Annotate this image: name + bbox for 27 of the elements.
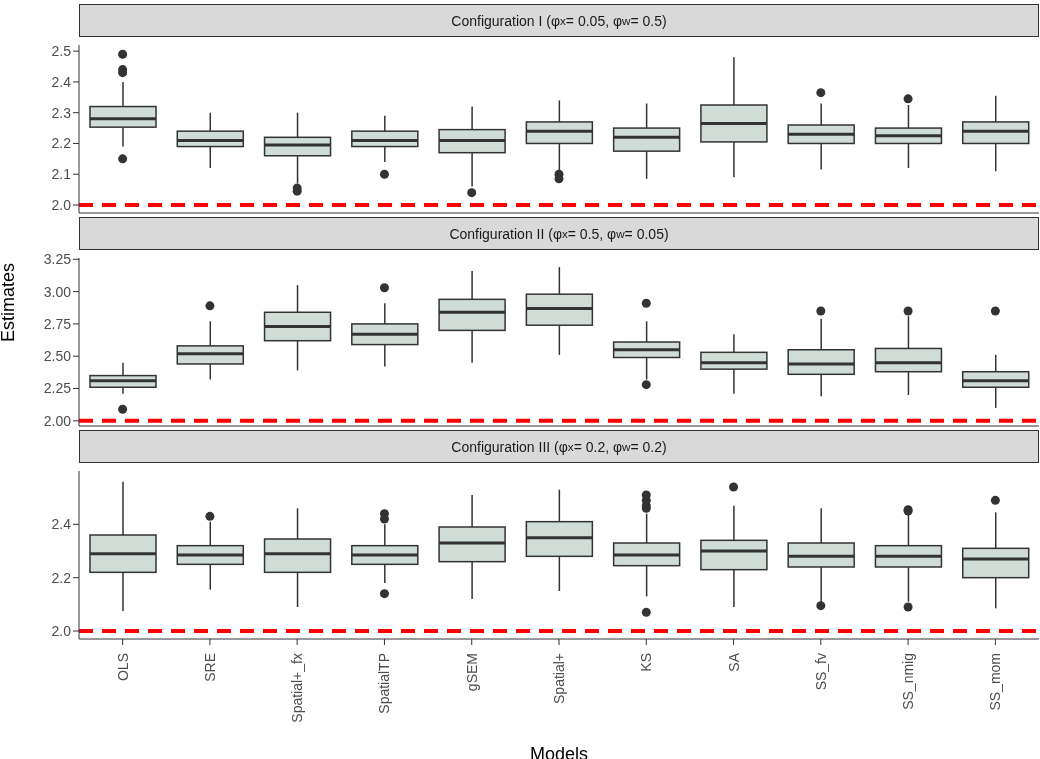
y-tick-label: 3.25	[43, 251, 72, 268]
y-tick-label: 2.25	[43, 380, 72, 397]
y-tick-label: 2.2	[51, 569, 72, 586]
x-tick-label: SpatialTP	[376, 653, 393, 714]
x-tick-label: SS_mom	[987, 653, 1004, 711]
y-tick-label: 2.1	[51, 166, 72, 183]
y-tick-label: 2.75	[43, 315, 72, 332]
x-tick-label: SS_nmig	[900, 653, 917, 710]
x-tick-label: Spatial+_fx	[289, 653, 306, 723]
y-tick-label: 2.5	[51, 43, 72, 60]
x-tick-label: OLS	[114, 653, 131, 682]
y-tick-label: 2.00	[43, 412, 72, 429]
y-tick-label: 3.00	[43, 283, 72, 300]
x-tick-label: gSEM	[463, 653, 480, 692]
x-tick-label: Spatial+	[551, 653, 567, 704]
y-tick-label: 2.50	[43, 348, 72, 365]
y-tick-label: 2.3	[51, 104, 72, 121]
y-axis-title: Estimates	[0, 262, 19, 342]
x-tick-label: SA	[725, 652, 742, 672]
y-tick-label: 2.4	[51, 73, 72, 90]
y-tick-label: 2.2	[51, 135, 72, 152]
y-tick-label: 2.0	[51, 622, 72, 639]
x-tick-label: SRE	[201, 653, 218, 682]
x-tick-label: SS_fv	[812, 653, 829, 691]
y-tick-label: 2.4	[51, 516, 72, 533]
y-tick-label: 2.0	[51, 196, 72, 213]
x-tick-label: KS	[638, 653, 655, 672]
